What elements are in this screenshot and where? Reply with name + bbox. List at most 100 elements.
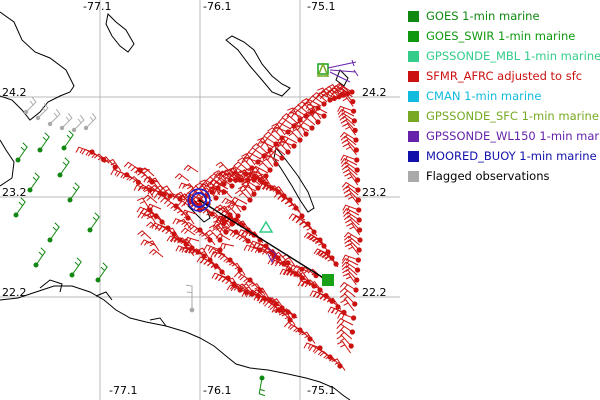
sfmr-observation-point[interactable]: [227, 212, 233, 218]
sfmr-observation-point[interactable]: [249, 165, 255, 171]
sfmr-observation-point[interactable]: [213, 263, 219, 269]
goes-observation-point[interactable]: [67, 197, 73, 203]
sfmr-observation-point[interactable]: [352, 301, 358, 307]
sfmr-observation-point[interactable]: [219, 269, 225, 275]
sfmr-observation-point[interactable]: [177, 196, 183, 202]
sfmr-observation-point[interactable]: [321, 113, 327, 119]
sfmr-observation-point[interactable]: [273, 301, 279, 307]
sfmr-observation-point[interactable]: [237, 267, 243, 273]
sfmr-observation-point[interactable]: [231, 281, 237, 287]
sfmr-observation-point[interactable]: [247, 277, 253, 283]
goes-observation-point[interactable]: [33, 262, 39, 268]
goes-observation-point[interactable]: [259, 375, 265, 381]
sfmr-observation-point[interactable]: [311, 229, 317, 235]
sfmr-observation-point[interactable]: [299, 275, 305, 281]
sfmr-observation-point[interactable]: [309, 125, 315, 131]
goes-observation-point[interactable]: [95, 277, 101, 283]
sfmr-observation-point[interactable]: [225, 275, 231, 281]
sfmr-observation-point[interactable]: [161, 191, 167, 197]
flagged-observation-point[interactable]: [83, 125, 89, 131]
gpssonde-sfc-marker[interactable]: [316, 62, 330, 77]
sfmr-observation-point[interactable]: [279, 155, 285, 161]
sfmr-observation-point[interactable]: [167, 193, 173, 199]
sfmr-observation-point[interactable]: [215, 185, 221, 191]
sfmr-observation-point[interactable]: [197, 227, 203, 233]
sfmr-observation-point[interactable]: [353, 287, 359, 293]
sfmr-observation-point[interactable]: [137, 167, 143, 173]
legend-item-sfmr[interactable]: SFMR_AFRC adjusted to sfc: [408, 67, 582, 85]
sfmr-observation-point[interactable]: [255, 293, 261, 299]
sfmr-observation-point[interactable]: [243, 171, 249, 177]
sfmr-observation-point[interactable]: [333, 261, 339, 267]
sfmr-observation-point[interactable]: [233, 217, 239, 223]
sfmr-observation-point[interactable]: [267, 167, 273, 173]
goes-observation-point[interactable]: [47, 237, 53, 243]
sfmr-observation-point[interactable]: [355, 197, 361, 203]
sfmr-observation-point[interactable]: [217, 247, 223, 253]
flagged-observation-point[interactable]: [189, 307, 195, 313]
flagged-observation-point[interactable]: [59, 125, 65, 131]
legend-item-gpssonde-mbl[interactable]: GPSSONDE_MBL 1-min marine: [408, 47, 600, 65]
goes-observation-point[interactable]: [37, 147, 43, 153]
sfmr-observation-point[interactable]: [351, 118, 357, 124]
sfmr-observation-point[interactable]: [354, 167, 360, 173]
sfmr-observation-point[interactable]: [209, 189, 215, 195]
sfmr-observation-point[interactable]: [245, 238, 251, 244]
sfmr-observation-point[interactable]: [350, 99, 356, 105]
sfmr-observation-point[interactable]: [287, 197, 293, 203]
sfmr-observation-point[interactable]: [229, 221, 235, 227]
sfmr-observation-point[interactable]: [348, 343, 354, 349]
sfmr-observation-point[interactable]: [243, 289, 249, 295]
sfmr-observation-point[interactable]: [235, 213, 241, 219]
sfmr-observation-point[interactable]: [327, 97, 333, 103]
sfmr-observation-point[interactable]: [351, 108, 357, 114]
sfmr-observation-point[interactable]: [297, 137, 303, 143]
sfmr-observation-point[interactable]: [183, 241, 189, 247]
sfmr-observation-point[interactable]: [247, 197, 253, 203]
legend-item-cman[interactable]: CMAN 1-min marine: [408, 87, 541, 105]
sfmr-observation-point[interactable]: [291, 313, 297, 319]
sfmr-observation-point[interactable]: [229, 183, 235, 189]
legend-item-goes[interactable]: GOES 1-min marine: [408, 7, 540, 25]
sfmr-observation-point[interactable]: [349, 329, 355, 335]
flagged-observation-point[interactable]: [71, 127, 77, 133]
goes-observation-point[interactable]: [15, 157, 21, 163]
wind-observation-map[interactable]: -77.1 -76.1 -75.1 -77.1 -76.1 -75.1 24.2…: [0, 0, 400, 400]
legend-item-goes-swir[interactable]: GOES_SWIR 1-min marine: [408, 27, 575, 45]
sfmr-observation-point[interactable]: [331, 95, 337, 101]
sfmr-observation-point[interactable]: [356, 207, 362, 213]
sfmr-observation-point[interactable]: [275, 189, 281, 195]
sfmr-observation-point[interactable]: [352, 127, 358, 133]
sfmr-observation-point[interactable]: [353, 137, 359, 143]
sfmr-observation-point[interactable]: [327, 354, 333, 360]
sfmr-observation-point[interactable]: [285, 260, 291, 266]
sfmr-observation-point[interactable]: [321, 243, 327, 249]
sfmr-observation-point[interactable]: [279, 305, 285, 311]
sfmr-observation-point[interactable]: [317, 287, 323, 293]
sfmr-observation-point[interactable]: [340, 92, 346, 98]
sfmr-observation-point[interactable]: [257, 247, 263, 253]
sfmr-observation-point[interactable]: [315, 105, 321, 111]
sfmr-observation-point[interactable]: [285, 129, 291, 135]
sfmr-observation-point[interactable]: [303, 131, 309, 137]
sfmr-observation-point[interactable]: [257, 177, 263, 183]
sfmr-observation-point[interactable]: [357, 237, 363, 243]
sfmr-observation-point[interactable]: [207, 237, 213, 243]
sfmr-observation-point[interactable]: [305, 221, 311, 227]
sfmr-observation-point[interactable]: [251, 177, 257, 183]
sfmr-observation-point[interactable]: [287, 267, 293, 273]
legend-item-moored-buoy[interactable]: MOORED_BUOY 1-min marine: [408, 147, 597, 165]
sfmr-observation-point[interactable]: [355, 177, 361, 183]
sfmr-observation-point[interactable]: [185, 215, 191, 221]
sfmr-observation-point[interactable]: [135, 179, 141, 185]
sfmr-observation-point[interactable]: [269, 185, 275, 191]
flagged-observation-point[interactable]: [23, 109, 29, 115]
sfmr-observation-point[interactable]: [255, 185, 261, 191]
sfmr-observation-point[interactable]: [341, 309, 347, 315]
sfmr-observation-point[interactable]: [345, 91, 351, 97]
aircraft-position-marker[interactable]: [191, 192, 207, 208]
sfmr-observation-point[interactable]: [297, 117, 303, 123]
gpssonde-mbl-marker[interactable]: [258, 220, 274, 233]
sfmr-observation-point[interactable]: [153, 213, 159, 219]
sfmr-observation-point[interactable]: [299, 213, 305, 219]
